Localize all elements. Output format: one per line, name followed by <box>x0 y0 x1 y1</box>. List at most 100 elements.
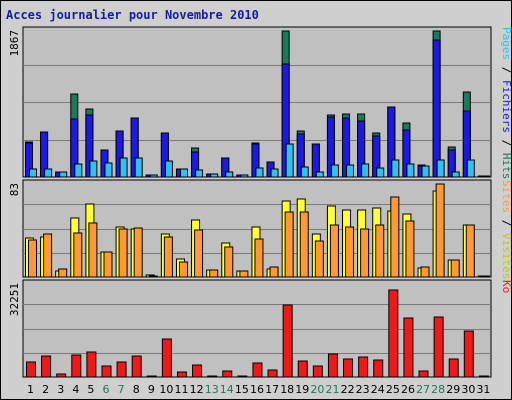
bar-sites <box>420 266 430 278</box>
chart-bars <box>25 30 490 378</box>
bar-sites <box>239 270 249 278</box>
bar-ko <box>433 316 444 378</box>
bar-sites <box>88 222 98 278</box>
bar-sites <box>329 224 339 278</box>
bar-sites <box>73 232 83 278</box>
bar-pages <box>44 168 53 178</box>
bar-pages <box>421 165 430 178</box>
x-tick-label: 21 <box>325 383 339 396</box>
x-tick-label: 13 <box>205 383 219 396</box>
bar-pages <box>436 159 445 178</box>
bar-ko <box>71 354 82 378</box>
bar-pages <box>406 163 415 178</box>
bar-ko <box>26 361 36 378</box>
right-legend-3: Ko <box>500 280 512 293</box>
bar-ko <box>358 356 369 378</box>
bar-ko <box>161 338 172 378</box>
legend-separator: / <box>500 60 512 80</box>
bar-pages <box>225 171 234 178</box>
legend-visites: Visites <box>500 233 512 279</box>
bar-ko <box>101 365 112 378</box>
bar-ko <box>41 355 52 378</box>
x-tick-label: 10 <box>159 383 173 396</box>
bar-ko <box>176 371 187 378</box>
bar-pages <box>195 169 204 178</box>
bar-ko <box>222 370 233 378</box>
legend-separator: / <box>500 133 512 153</box>
y-max-label-1: 1867 <box>8 30 21 57</box>
bar-ko <box>403 317 414 378</box>
chart-panels: 1867 83 32251 <box>8 26 492 378</box>
bar-ko <box>463 330 474 378</box>
bar-sites <box>148 275 158 278</box>
x-tick-label: 30 <box>461 383 475 396</box>
bar-ko <box>237 375 248 378</box>
x-tick-label: 12 <box>190 383 204 396</box>
bar-ko <box>267 369 278 378</box>
bar-pages <box>240 174 249 178</box>
bar-ko <box>252 362 263 378</box>
bar-pages <box>300 166 309 178</box>
bar-sites <box>133 227 143 278</box>
bar-pages <box>104 162 113 178</box>
bar-pages <box>466 159 475 178</box>
bar-ko <box>448 358 459 378</box>
bar-pages <box>29 168 37 178</box>
legend-separator: / <box>500 213 512 233</box>
bar-pages <box>285 143 294 178</box>
bar-ko <box>373 359 384 378</box>
x-tick-label: 23 <box>356 383 370 396</box>
bar-pages <box>270 168 279 178</box>
bar-sites <box>375 224 385 278</box>
bar-pages <box>210 173 219 178</box>
x-tick-label: 17 <box>265 383 279 396</box>
x-tick-label: 8 <box>133 383 140 396</box>
bar-sites <box>450 259 460 278</box>
bar-sites <box>480 275 490 278</box>
x-tick-label: 4 <box>72 383 79 396</box>
bar-pages <box>361 163 370 178</box>
bar-pages <box>149 174 158 178</box>
bar-ko <box>343 358 354 378</box>
legend-sites: Sites <box>500 180 512 213</box>
x-tick-label: 5 <box>87 383 94 396</box>
legend-fichiers: Fichiers <box>500 80 512 133</box>
bar-pages <box>164 160 173 178</box>
bar-sites <box>118 228 128 278</box>
x-tick-label: 14 <box>220 383 234 396</box>
x-tick-label: 27 <box>416 383 430 396</box>
bar-pages <box>315 171 324 178</box>
bar-sites <box>284 211 294 278</box>
x-tick-label: 28 <box>431 383 445 396</box>
bar-ko <box>478 375 489 378</box>
bar-ko <box>282 304 293 378</box>
bar-sites <box>224 246 234 278</box>
x-tick-label: 29 <box>446 383 460 396</box>
x-tick-label: 3 <box>57 383 64 396</box>
bar-ko <box>56 373 67 378</box>
x-tick-label: 15 <box>235 383 249 396</box>
bar-pages <box>119 157 128 178</box>
bar-ko <box>146 375 157 378</box>
bar-sites <box>390 196 400 278</box>
bar-sites <box>209 269 219 278</box>
bar-ko <box>86 351 97 378</box>
bar-pages <box>391 159 400 178</box>
bar-ko <box>297 360 308 378</box>
x-tick-label: 18 <box>280 383 294 396</box>
bar-sites <box>43 233 53 278</box>
y-max-label-3: 32251 <box>8 283 21 316</box>
x-tick-labels: 1 2 3 4 5 6 7 8 9 10 11 12 13 14 15 16 17 18 19 20 21 22 23 24 2… <box>27 383 490 396</box>
bar-sites <box>194 229 204 278</box>
bar-sites <box>178 261 188 278</box>
x-tick-label: 24 <box>371 383 385 396</box>
bar-pages <box>134 157 143 178</box>
x-tick-label: 1 <box>27 383 34 396</box>
x-tick-label: 9 <box>148 383 155 396</box>
bar-sites <box>28 239 37 278</box>
x-tick-label: 22 <box>341 383 355 396</box>
bar-pages <box>59 171 68 178</box>
bar-ko <box>207 375 218 378</box>
